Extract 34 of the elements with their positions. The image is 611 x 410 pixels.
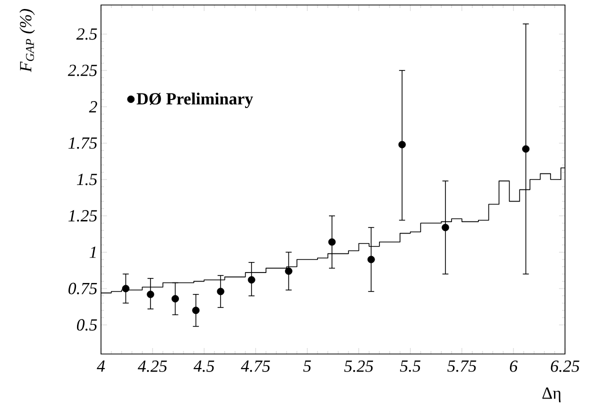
x-tick-label: 5.75 bbox=[447, 360, 476, 372]
point bbox=[172, 295, 179, 302]
x-tick-label: 5.25 bbox=[344, 360, 374, 372]
y-tick-label: 0.5 bbox=[76, 319, 97, 331]
point bbox=[284, 267, 292, 275]
y-tick-label: 0.75 bbox=[68, 282, 97, 294]
x-tick-label: 5.5 bbox=[400, 360, 420, 372]
y-tick-label: 1.75 bbox=[68, 137, 97, 149]
x-tick-label: 5 bbox=[303, 360, 311, 372]
y-tick-label: 2.25 bbox=[68, 64, 97, 76]
point bbox=[192, 306, 200, 314]
point bbox=[328, 238, 336, 246]
x-tick-label: 4 bbox=[96, 360, 105, 372]
y-axis-title: F$_{GAP}$ (%) bbox=[19, 9, 35, 72]
x-tick-label: 6.25 bbox=[550, 360, 580, 372]
point bbox=[122, 284, 130, 292]
point bbox=[398, 140, 406, 148]
point bbox=[216, 288, 224, 296]
x-tick-label: 4.25 bbox=[138, 360, 167, 372]
point bbox=[522, 145, 530, 153]
y-tick-label: 1.5 bbox=[76, 174, 97, 186]
y-tick-label: 2 bbox=[89, 101, 98, 112]
y-tick-label: 2.5 bbox=[76, 28, 97, 40]
point bbox=[248, 276, 256, 284]
point bbox=[442, 224, 450, 232]
x-axis-title: Δη bbox=[542, 388, 561, 402]
x-tick-label: 6 bbox=[510, 360, 518, 372]
x-tick-label: 4.75 bbox=[240, 360, 270, 372]
x-tick-label: 4.5 bbox=[194, 360, 214, 372]
point bbox=[367, 256, 375, 264]
legend-label: DØ Preliminary bbox=[136, 92, 254, 108]
y-tick-label: 1 bbox=[90, 246, 96, 258]
point bbox=[146, 290, 154, 298]
y-tick-label: 1.25 bbox=[68, 210, 97, 222]
